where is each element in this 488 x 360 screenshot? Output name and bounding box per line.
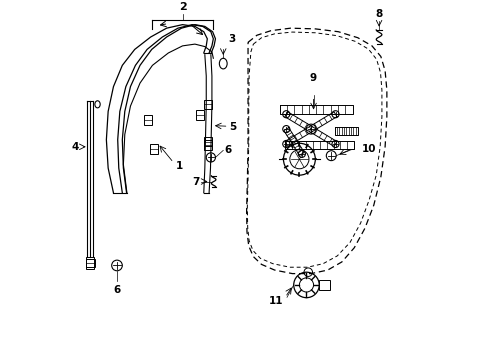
Text: 10: 10 — [361, 144, 375, 154]
Text: 8: 8 — [375, 9, 382, 19]
Text: 6: 6 — [224, 145, 231, 155]
Text: 3: 3 — [228, 34, 235, 44]
Text: 7: 7 — [192, 176, 199, 186]
Polygon shape — [284, 112, 336, 147]
Polygon shape — [285, 141, 354, 149]
Text: 5: 5 — [229, 122, 236, 132]
Text: 2: 2 — [178, 2, 186, 12]
Text: 6: 6 — [113, 285, 121, 295]
Bar — [85, 259, 94, 267]
Bar — [203, 140, 211, 150]
Bar — [150, 144, 158, 154]
Bar — [144, 115, 152, 125]
Polygon shape — [284, 112, 336, 147]
Polygon shape — [334, 127, 357, 135]
Bar — [196, 110, 203, 120]
Bar — [86, 257, 94, 269]
Polygon shape — [284, 127, 304, 156]
Polygon shape — [279, 105, 352, 114]
Bar — [319, 280, 329, 290]
Bar — [203, 137, 211, 146]
Text: 4: 4 — [72, 142, 79, 152]
Text: 11: 11 — [268, 296, 283, 306]
Text: 9: 9 — [309, 73, 317, 83]
Bar — [203, 100, 211, 109]
Text: 1: 1 — [175, 161, 183, 171]
